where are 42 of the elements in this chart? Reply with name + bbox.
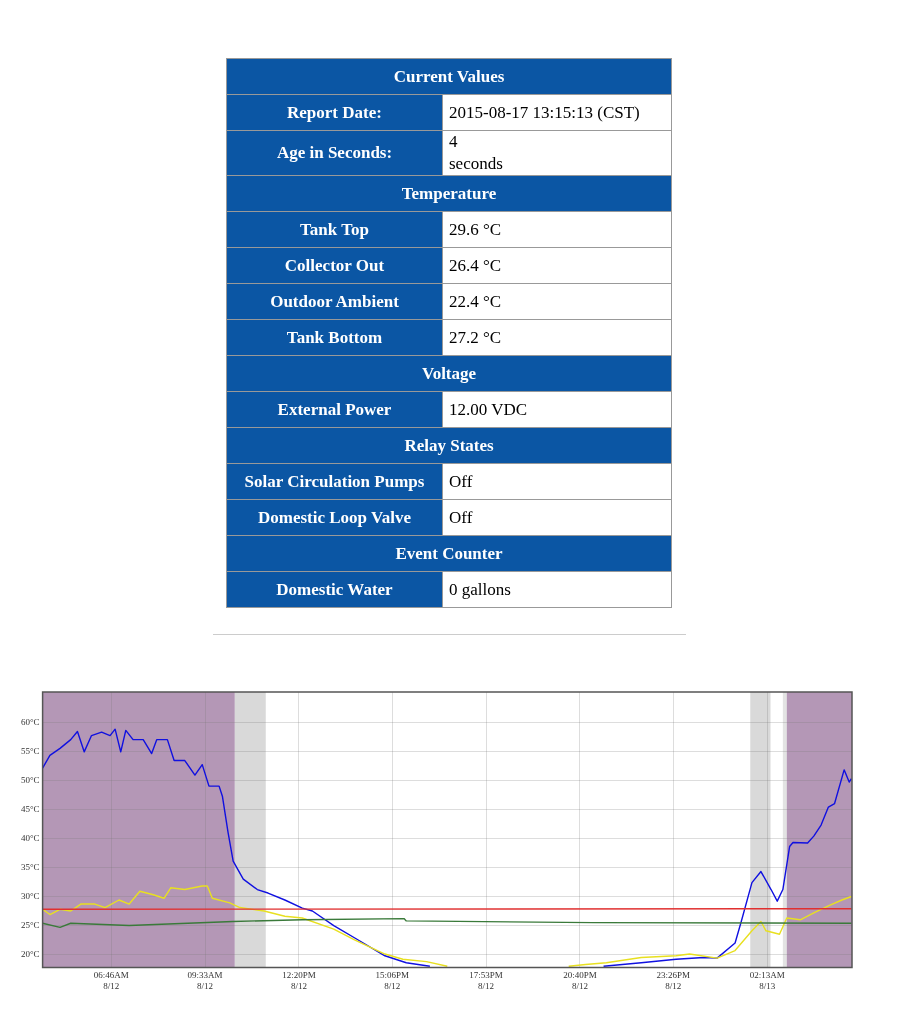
text: 26.4 °C <box>449 255 502 275</box>
x-tick-label: 20:40PM 8/12 <box>563 970 597 991</box>
text: 4 seconds <box>449 132 503 173</box>
category-label: Voltage <box>421 363 477 383</box>
category-label: Outdoor Ambient <box>270 291 399 311</box>
text: Off <box>449 507 473 527</box>
text: 27.2 °C <box>449 327 502 347</box>
x-tick-label: 15:06PM 8/12 <box>375 970 409 991</box>
y-tick-label: 30°C <box>20 890 40 901</box>
category-label: External Power <box>277 399 392 419</box>
category-label: Report Date: <box>287 102 382 122</box>
text: 2015-08-17 13:15:13 (CST) <box>449 102 640 122</box>
y-tick-label: 20°C <box>20 948 40 959</box>
text: Off <box>449 471 473 491</box>
category-label: Relay States <box>404 435 494 455</box>
category-label: Temperature <box>401 183 497 203</box>
x-tick-label: 23:26PM 8/12 <box>656 970 691 991</box>
category-label: Event Counter <box>395 543 503 563</box>
text: 12.00 VDC <box>449 399 528 419</box>
category-label: Age in Seconds: <box>276 143 393 162</box>
category-label: Domestic Water <box>276 579 393 599</box>
y-tick-label: 55°C <box>20 745 40 756</box>
y-tick-label: 50°C <box>20 774 40 785</box>
category-label: Solar Circulation Pumps <box>244 471 425 491</box>
text: 22.4 °C <box>449 291 502 311</box>
category-label: Tank Bottom <box>286 327 383 347</box>
text: 29.6 °C <box>449 219 502 239</box>
y-tick-label: 60°C <box>20 716 40 727</box>
category-label: Collector Out <box>284 255 385 275</box>
category-label: Tank Top <box>300 219 369 239</box>
x-tick-label: 12:20PM 8/12 <box>282 970 316 991</box>
y-tick-label: 35°C <box>20 861 40 872</box>
category-label: Domestic Loop Valve <box>258 507 411 527</box>
x-tick-label: 02:13AM 8/13 <box>749 970 785 991</box>
text: 0 gallons <box>449 579 511 599</box>
y-tick-label: 40°C <box>20 832 40 843</box>
x-tick-label: 09:33AM 8/12 <box>187 970 223 991</box>
x-tick-label: 17:53PM 8/12 <box>469 970 503 991</box>
y-tick-label: 45°C <box>20 803 40 814</box>
text: Current Values <box>226 58 672 95</box>
y-tick-label: 25°C <box>20 919 40 930</box>
x-tick-label: 06:46AM 8/12 <box>93 970 129 991</box>
